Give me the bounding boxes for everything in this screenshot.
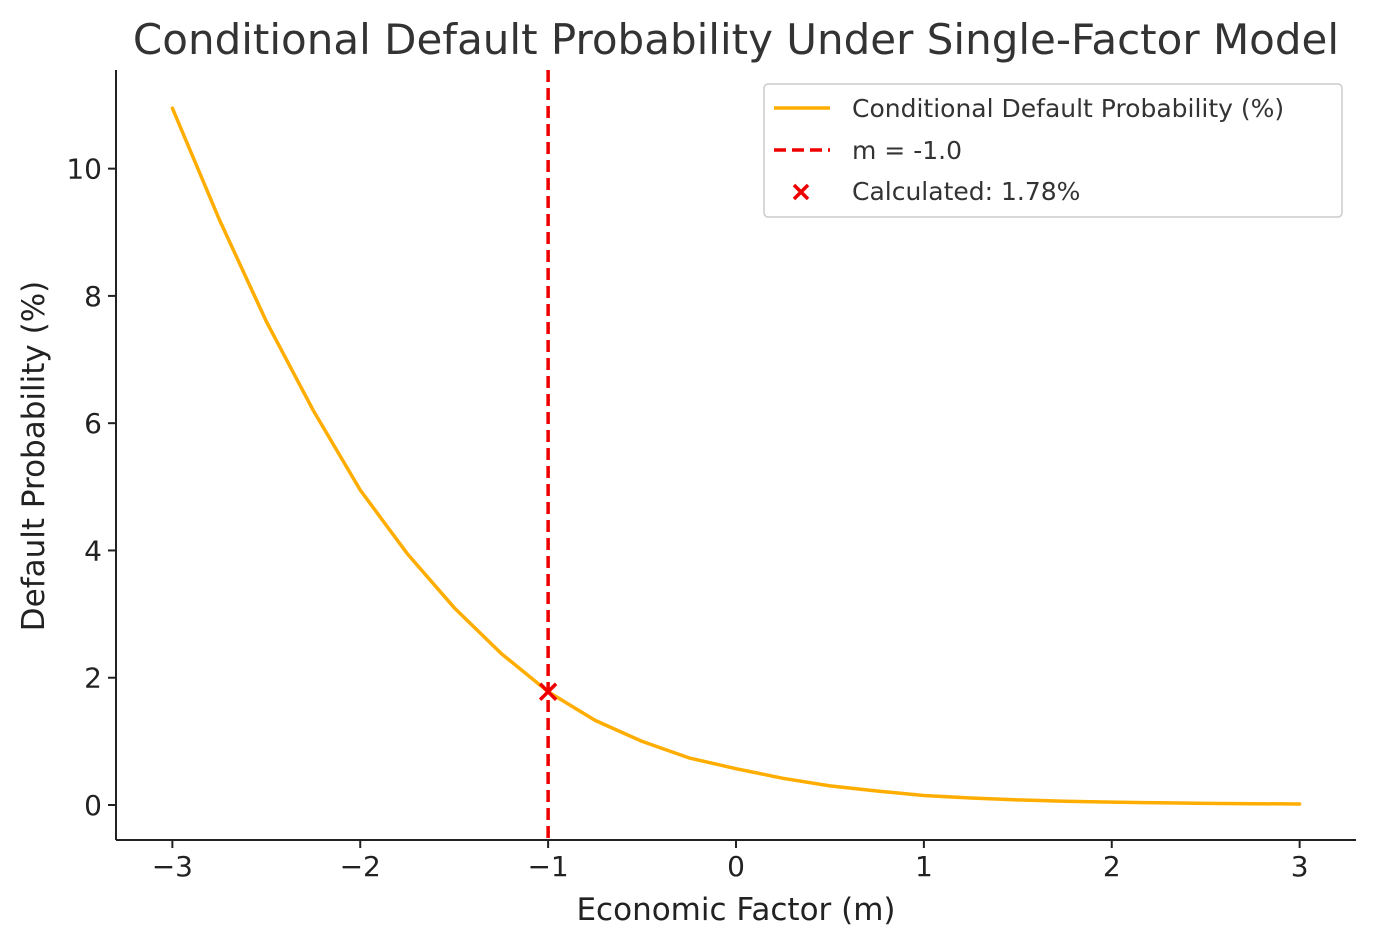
x-axis-label: Economic Factor (m) <box>576 892 895 928</box>
legend-entry-marker: Calculated: 1.78% <box>852 177 1080 206</box>
x-tick-label: −1 <box>527 850 568 883</box>
x-tick-label: 1 <box>915 850 933 883</box>
chart-title: Conditional Default Probability Under Si… <box>133 15 1339 64</box>
plot-area <box>170 70 1302 840</box>
series-line-conditional-default-probability <box>170 106 1302 806</box>
legend-swatch-marker <box>792 183 810 201</box>
y-axis-label: Default Probability (%) <box>16 281 52 632</box>
x-tick-label: 3 <box>1291 850 1309 883</box>
y-tick-label: 10 <box>66 153 102 186</box>
x-tick-label: 2 <box>1103 850 1121 883</box>
x-tick-label: −3 <box>152 850 193 883</box>
y-tick-label: 4 <box>84 534 102 567</box>
y-tick-label: 2 <box>84 662 102 695</box>
legend-entry-curve: Conditional Default Probability (%) <box>852 94 1284 123</box>
x-tick-label: 0 <box>727 850 745 883</box>
y-tick-label: 0 <box>84 789 102 822</box>
calculated-point-marker <box>538 682 558 701</box>
y-axis: 0 2 4 6 8 10 <box>66 70 117 840</box>
y-tick-label: 6 <box>84 407 102 440</box>
x-axis: −3 −2 −1 0 1 2 3 <box>116 839 1356 883</box>
legend-entry-vline: m = -1.0 <box>852 136 962 165</box>
legend-box <box>763 83 1343 218</box>
legend: Conditional Default Probability (%) m = … <box>763 83 1343 218</box>
y-tick-label: 8 <box>84 280 102 313</box>
x-tick-label: −2 <box>340 850 381 883</box>
